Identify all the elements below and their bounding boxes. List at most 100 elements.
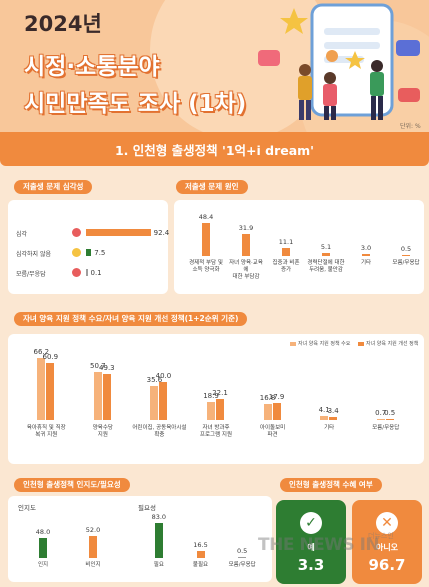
- data-label: 0.5: [400, 245, 412, 254]
- category-label: 아이돌보미 파견: [259, 425, 286, 438]
- result-card: ✕ 아니오 96.7: [352, 500, 422, 584]
- data-label: 0.7: [375, 409, 387, 418]
- data-label: 48.0: [35, 527, 51, 536]
- survey-illustration: [258, 3, 420, 120]
- bar: [263, 404, 272, 420]
- category-label: 모름/무응답: [228, 562, 256, 568]
- bar: [86, 269, 88, 276]
- legend-entry: 자녀 양육 지원 개선 정책: [358, 340, 418, 347]
- angry-face-icon: [72, 228, 81, 237]
- data-label: 0.5: [236, 547, 248, 556]
- category-label: 경력단절에 대한 두려움, 불안감: [307, 260, 345, 273]
- bar: [242, 234, 250, 256]
- bar: [329, 416, 338, 420]
- bar: [150, 386, 159, 420]
- bar: [89, 536, 97, 558]
- bar: [322, 252, 330, 256]
- neutral-face-icon: [72, 248, 81, 257]
- title-line-2: 시민만족도 조사 (1차): [24, 91, 247, 117]
- data-label: 16.5: [193, 541, 208, 550]
- category-label: 집중과 비혼 증가: [272, 260, 300, 273]
- bar: [37, 357, 46, 420]
- bar: [159, 382, 168, 420]
- chat-bubble-icon: [398, 88, 420, 102]
- bar: [320, 416, 329, 420]
- legend-entry: 자녀 양육 지원 정책 수요: [290, 340, 350, 347]
- panel-label: 필요성: [138, 504, 156, 512]
- data-label: 17.9: [268, 393, 285, 402]
- data-label: 0.1: [90, 269, 102, 277]
- section-title: 1. 인천형 출생정책 '1억+i dream': [114, 143, 314, 158]
- title-line-1: 시정·소통분야: [24, 54, 160, 80]
- category-label: 자녀 양육·교육에 대한 부담감: [229, 260, 263, 280]
- section-banner: 1. 인천형 출생정책 '1억+i dream': [0, 132, 429, 166]
- x-mark-icon: [72, 268, 81, 277]
- data-label: 11.1: [278, 238, 294, 247]
- bar: [385, 419, 394, 420]
- data-label: 5.1: [320, 242, 332, 251]
- panel-label: 인지도: [18, 504, 36, 512]
- year-title: 2024년: [24, 12, 102, 36]
- chart-3-panel: 자녀 양육 지원 정책 수요 자녀 양육 지원 개선 정책 66.2 60.9 육아휴직…: [8, 334, 424, 464]
- data-label: 92.4: [153, 229, 170, 237]
- category-label: 모름/무응답: [372, 425, 400, 431]
- header: 2024년 시정·소통분야 시민만족도 조사 (1차): [0, 0, 429, 132]
- bar: [376, 419, 385, 420]
- bar: [102, 373, 111, 420]
- result-label: 아니오: [375, 543, 399, 552]
- bar: [216, 399, 224, 420]
- x-icon: ✕: [376, 512, 398, 534]
- category-label: 기타: [324, 425, 335, 431]
- bar: [154, 522, 163, 558]
- bar: [196, 551, 205, 558]
- category-label: 기타: [360, 260, 372, 266]
- result-value: 3.3: [297, 556, 325, 574]
- chart-2-panel: 48.4 경제적 부담 및 소득 양극화 31.9 자녀 양육·교육에 대한 부담감 11.…: [174, 200, 424, 294]
- data-label: 31.9: [238, 224, 254, 233]
- chart-1-title: 저출생 문제 심각성: [14, 180, 93, 194]
- star-icon: [345, 51, 365, 69]
- chart-3-title: 자녀 양육 지원 정책 수요/자녀 양육 지원 개선 정책(1+2순위 기준): [14, 312, 248, 326]
- bar: [202, 223, 210, 256]
- bar: [282, 248, 290, 256]
- bar: [207, 402, 215, 420]
- category-label: 모름/무응답: [16, 271, 46, 278]
- data-label: 50.7: [90, 362, 106, 371]
- data-label: 52.0: [85, 526, 101, 535]
- chart-2-plot: 48.4 경제적 부담 및 소득 양극화 31.9 자녀 양육·교육에 대한 부담감 11.…: [174, 200, 424, 294]
- heart-bubble-icon: [258, 50, 280, 66]
- bar: [86, 249, 92, 256]
- chart-3-plot: 자녀 양육 지원 정책 수요 자녀 양육 지원 개선 정책 66.2 60.9 육아휴직…: [8, 334, 424, 464]
- bar: [362, 253, 370, 256]
- category-label: 양육수당 지원: [92, 425, 113, 438]
- data-label: 40.0: [155, 372, 172, 381]
- watermark-small: 더뉴스인: [368, 532, 394, 540]
- data-label: 49.3: [99, 363, 115, 372]
- chart-5-cards: ✓ 예 3.3 ✕ 아니오 96.7: [276, 500, 426, 584]
- data-label: 22.1: [212, 389, 228, 398]
- result-value: 96.7: [368, 556, 406, 574]
- category-label: 심각하지 않음: [16, 251, 52, 258]
- chart-2-title: 저출생 문제 원인: [176, 180, 248, 194]
- chart-4-title: 인천형 출생정책 인지도/필요성: [14, 478, 130, 492]
- data-label: 7.5: [94, 249, 106, 257]
- category-label: 어린이집, 공동육아시설 확충: [132, 425, 187, 438]
- category-label: 육아휴직 및 직장 복귀 지원: [26, 425, 66, 438]
- bar: [46, 362, 55, 420]
- bar: [402, 255, 410, 256]
- unit-label: 단위: %: [400, 123, 421, 130]
- bar: [39, 537, 47, 558]
- bar: [86, 229, 151, 236]
- data-label: 0.5: [384, 409, 396, 418]
- category-label: 경제적 부담 및 소득 양극화: [189, 260, 223, 273]
- bar: [93, 372, 102, 420]
- data-label: 4.1: [318, 406, 330, 415]
- category-label: 필요: [153, 562, 164, 568]
- data-label: 3.4: [327, 406, 339, 415]
- category-label: 자녀 방과후 프로그램 지원: [199, 425, 233, 438]
- data-label: 35.6: [146, 376, 163, 385]
- result-label: 예: [307, 543, 315, 552]
- star-icon: [280, 8, 308, 34]
- watermark: THE NEWS IN: [258, 535, 380, 555]
